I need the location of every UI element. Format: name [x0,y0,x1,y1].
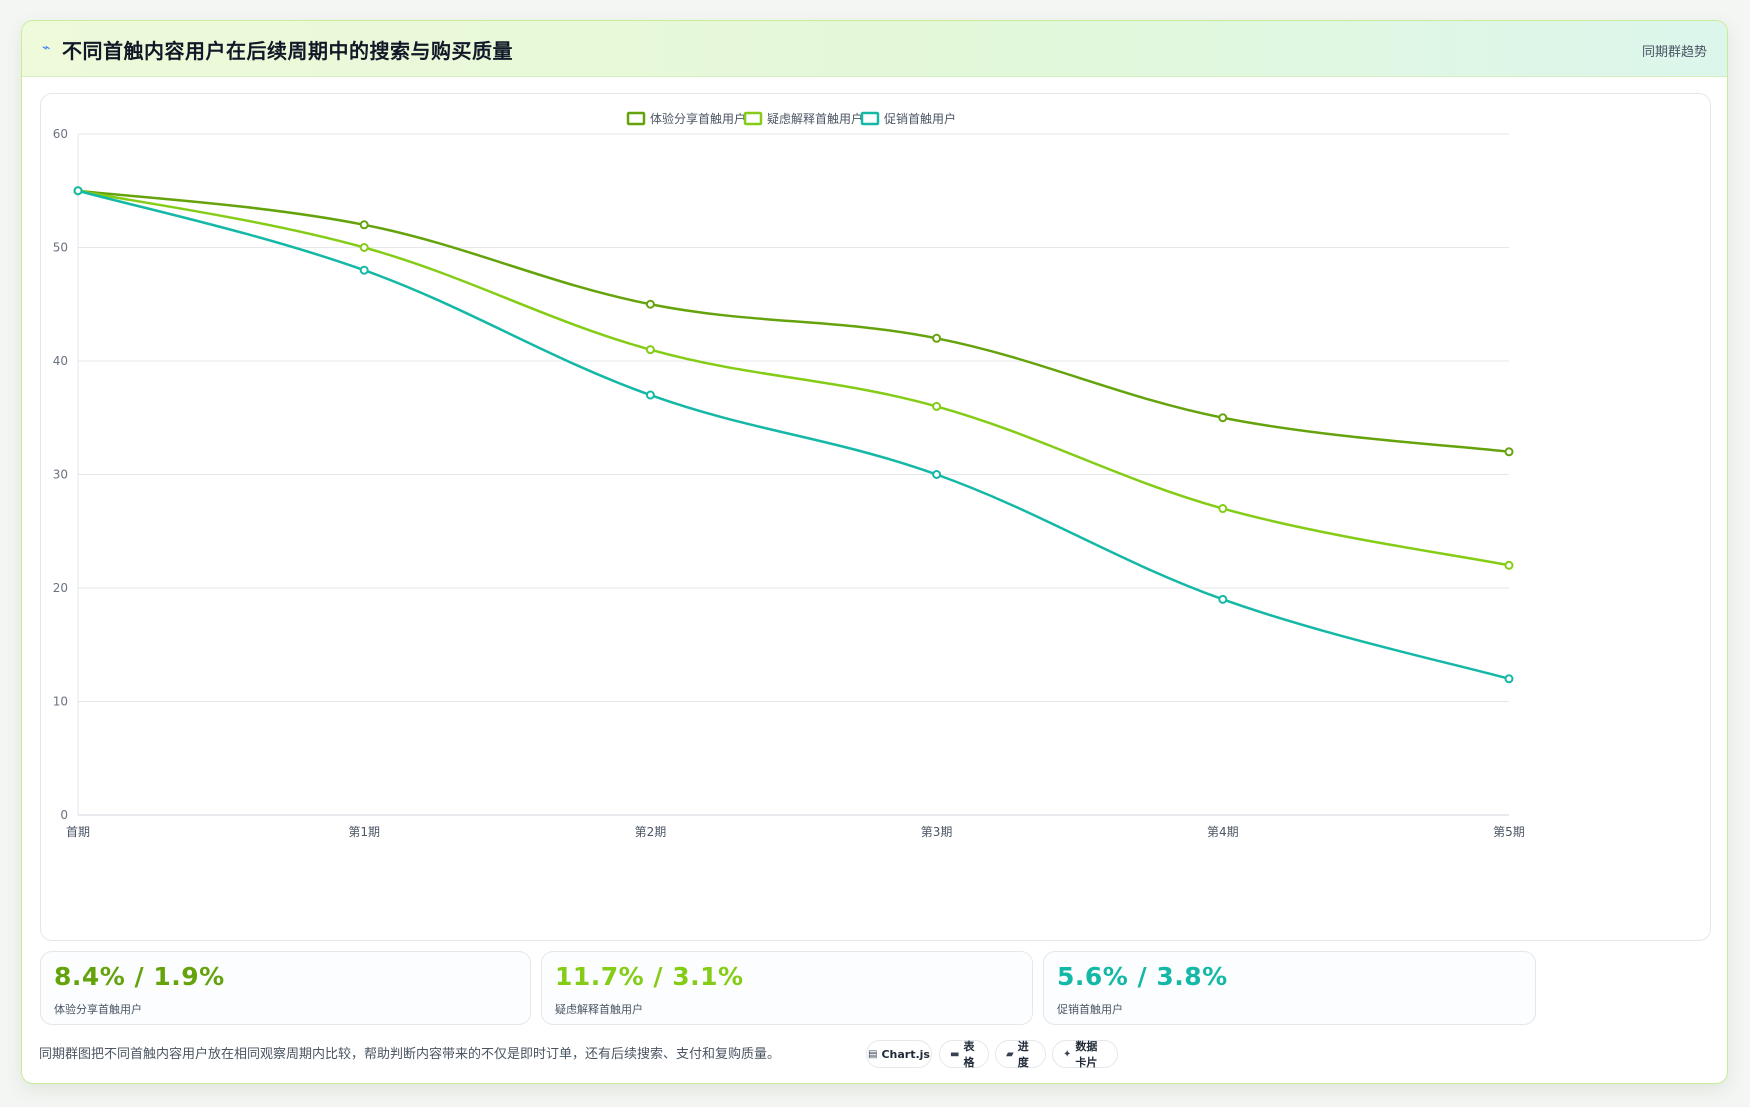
x-tick-label: 第5期 [1493,825,1525,839]
data-point [645,390,655,400]
line-chart: 0 10 20 30 40 50 60 首期 第1期 第2期 第3期 第4期 第5期 体验分享首触用户 疑虑… [53,111,1525,839]
chip-label: Chart.js [881,1047,930,1061]
chart-panel: 0 10 20 30 40 50 60 首期 第1期 第2期 第3期 第4期 第5期 体验分享首触用户 疑虑… [40,93,1711,941]
stat-label: 体验分享首触用户 [54,1003,142,1016]
data-point [645,345,655,355]
chart-title: 不同首触内容用户在后续周期中的搜索与购买质量 [62,39,513,63]
data-point [359,265,369,275]
stat-card-2: 11.7% / 3.1% 疑虑解释首触用户 [541,951,1033,1025]
y-tick-label: 20 [53,581,68,595]
chart-card: ⌁ 不同首触内容用户在后续周期中的搜索与购买质量 同期群趋势 0 10 20 30 40… [21,20,1728,1084]
y-tick-label: 30 [53,468,68,482]
x-tick-label: 首期 [66,825,90,839]
progress-icon: ▰ [1006,1048,1014,1060]
data-point [1504,674,1514,684]
spark-icon: ⌁ [42,40,51,56]
data-point [1504,447,1514,457]
footer-description: 同期群图把不同首触内容用户放在相同观察周期内比较，帮助判断内容带来的不仅是即时订… [39,1047,781,1062]
data-point [1218,413,1228,423]
data-point [932,333,942,343]
stat-card-1: 8.4% / 1.9% 体验分享首触用户 [40,951,531,1025]
y-tick-label: 10 [53,695,68,709]
stat-value: 11.7% / 3.1% [555,962,744,991]
chip-label: 表格 [963,1040,975,1069]
table-icon: ▬ [950,1048,960,1060]
x-tick-label: 第1期 [348,825,380,839]
data-point [1218,504,1228,514]
chart-icon: ▤ [868,1048,878,1060]
stat-label: 疑虑解释首触用户 [555,1003,643,1016]
x-tick-label: 第3期 [921,825,953,839]
legend-swatch [743,111,763,126]
y-tick-label: 50 [53,241,68,255]
chip-label: 数据卡片 [1075,1040,1098,1069]
chip-label: 进度 [1017,1040,1029,1069]
chip-data-card[interactable]: ✦ 数据卡片 [1052,1040,1118,1069]
data-point [73,186,83,196]
y-tick-label: 0 [60,808,68,822]
data-point [645,299,655,309]
x-tick-label: 第4期 [1207,825,1239,839]
data-point [359,243,369,252]
data-point [359,220,369,230]
stat-card-3: 5.6% / 3.8% 促销首触用户 [1043,951,1536,1025]
data-point [932,470,942,479]
legend-label: 疑虑解释首触用户 [767,111,863,126]
chart-tag: 同期群趋势 [1641,45,1707,60]
y-tick-label: 60 [53,127,68,141]
legend-swatch [626,111,646,126]
stat-label: 促销首触用户 [1057,1003,1123,1016]
legend-swatch [860,111,880,126]
series-line-3 [77,189,1510,681]
chip-table[interactable]: ▬ 表格 [939,1040,989,1069]
chip-progress[interactable]: ▰ 进度 [995,1040,1046,1069]
data-point [1504,560,1514,570]
card-header: ⌁ 不同首触内容用户在后续周期中的搜索与购买质量 同期群趋势 [22,21,1727,77]
card-icon: ✦ [1063,1048,1072,1060]
legend-label: 体验分享首触用户 [650,111,746,126]
data-point [932,401,942,411]
series-line-1 [77,189,1510,454]
data-point [1218,594,1228,604]
x-tick-label: 第2期 [635,825,667,839]
chip-chartjs[interactable]: ▤ Chart.js [866,1040,932,1068]
stat-value: 8.4% / 1.9% [54,962,225,991]
y-tick-label: 40 [53,354,68,368]
stat-value: 5.6% / 3.8% [1057,962,1228,991]
series-line-2 [77,189,1510,567]
legend-label: 促销首触用户 [884,111,956,126]
